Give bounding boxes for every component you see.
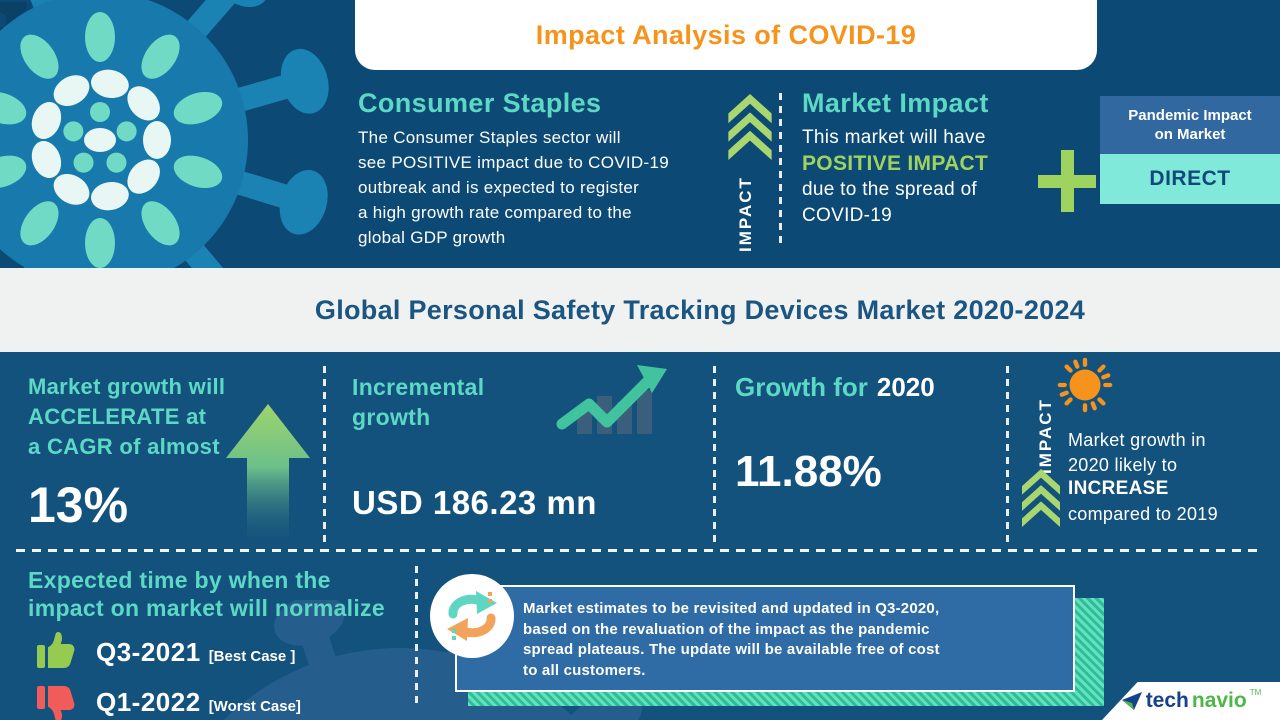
logo-trademark: TM <box>1249 688 1262 697</box>
cagr-heading: Market growth will ACCELERATE at a CAGR … <box>28 374 226 459</box>
report-title: Global Personal Safety Tracking Devices … <box>314 294 1086 325</box>
pandemic-impact-badges: Pandemic Impact on Market DIRECT <box>1100 96 1280 204</box>
worst-case-label: [Worst Case] <box>208 697 301 715</box>
impact-2020-bold: INCREASE <box>1068 478 1169 499</box>
logo-text-tech: tech <box>1145 689 1189 712</box>
impact-vertical-label: IMPACT <box>1036 398 1055 474</box>
banner-title: Impact Analysis of COVID-19 <box>535 19 917 50</box>
best-case-value: Q3-2021 <box>96 636 201 667</box>
note-text: Market estimates to be revisited and upd… <box>523 600 940 679</box>
impact-2020-line2: 2020 likely to <box>1068 454 1178 475</box>
top-section: Impact Analysis of COVID-19 Consumer Sta… <box>0 0 1280 375</box>
market-impact-line3: COVID-19 <box>802 205 893 226</box>
growth-heading-year: 2020 <box>876 372 935 402</box>
worst-case-row: Q1-2022 [Worst Case] <box>34 682 385 720</box>
banner: Impact Analysis of COVID-19 <box>355 0 1097 70</box>
incremental-heading: Incremental growth <box>352 374 485 430</box>
consumer-staples-body: The Consumer Staples sector will see POS… <box>358 128 669 247</box>
pandemic-impact-badge: Pandemic Impact on Market <box>1100 96 1280 154</box>
cagr-value: 13% <box>28 477 129 533</box>
growth-heading-teal: Growth for <box>735 372 868 402</box>
chevron-up-triple-icon <box>728 94 772 160</box>
market-impact-line1: This market will have <box>802 127 986 148</box>
note-box: Market estimates to be revisited and upd… <box>455 585 1075 692</box>
cagr-block: Market growth will ACCELERATE at a CAGR … <box>28 372 225 534</box>
chevron-up-triple-icon <box>1022 469 1060 527</box>
market-impact-heading: Market Impact <box>802 88 989 118</box>
logo-text-navio: navio <box>1191 689 1247 712</box>
normalize-heading: Expected time by when the impact on mark… <box>28 567 385 621</box>
divider-dashed-vertical <box>1006 366 1009 548</box>
worst-case-value: Q1-2022 <box>96 686 201 717</box>
normalize-block: Expected time by when the impact on mark… <box>28 566 385 720</box>
impact-2020-text: Market growth in 2020 likely to INCREASE… <box>1068 428 1218 526</box>
technavio-logo[interactable]: tech navio TM <box>1102 682 1280 720</box>
thumbs-up-icon <box>37 632 75 668</box>
divider-dashed-horizontal <box>16 549 1262 552</box>
market-impact-line2: due to the spread of <box>802 179 978 200</box>
direct-badge: DIRECT <box>1100 154 1280 204</box>
refresh-icon <box>430 574 514 658</box>
divider-dashed-vertical <box>779 93 782 245</box>
consumer-staples-block: Consumer Staples The Consumer Staples se… <box>358 88 718 250</box>
incremental-value: USD 186.23 mn <box>352 484 597 521</box>
market-impact-block: Market Impact This market will have POSI… <box>802 88 1052 229</box>
divider-dashed-vertical <box>713 366 716 548</box>
trend-up-chart-icon <box>556 365 667 434</box>
plus-icon <box>1038 150 1096 212</box>
impact-vertical-label: IMPACT <box>736 176 755 252</box>
best-case-label: [Best Case ] <box>208 647 296 665</box>
divider-dashed-vertical <box>415 566 418 708</box>
market-impact-highlight: POSITIVE IMPACT <box>802 152 989 175</box>
impact-2020-line1: Market growth in <box>1068 430 1206 450</box>
growth-2020-block: Growth for 2020 11.88% <box>735 372 935 497</box>
divider-dashed-vertical <box>323 366 326 548</box>
technavio-arrow-icon <box>1121 692 1142 710</box>
impact-2020-line3: compared to 2019 <box>1068 503 1218 524</box>
orange-virus-icon <box>1057 357 1113 413</box>
growth-value: 11.88% <box>735 447 882 496</box>
bottom-section: Market growth will ACCELERATE at a CAGR … <box>0 352 1280 720</box>
up-arrow-icon <box>226 404 310 544</box>
best-case-row: Q3-2021 [Best Case ] <box>34 632 385 672</box>
consumer-staples-heading: Consumer Staples <box>358 88 602 118</box>
incremental-growth-block: Incremental growth USD 186.23 mn <box>352 372 597 522</box>
thumbs-down-icon <box>37 686 75 720</box>
small-virus-icon <box>0 2 78 102</box>
title-band: Global Personal Safety Tracking Devices … <box>0 268 1280 352</box>
